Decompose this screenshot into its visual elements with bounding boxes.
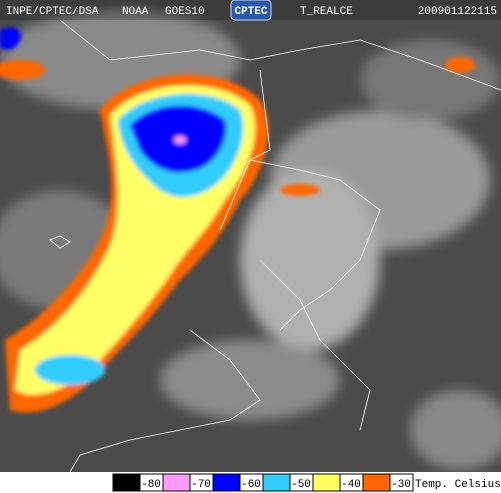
legend-label: -50 <box>291 479 311 491</box>
logo-box <box>230 0 272 21</box>
coastlines <box>49 19 501 473</box>
legend-label: -60 <box>241 479 261 491</box>
legend-swatch <box>262 473 291 492</box>
legend-swatch <box>312 473 341 492</box>
timestamp: 200901122115 <box>418 6 497 18</box>
legend-swatch <box>212 473 241 492</box>
logo: CPTEC <box>234 6 267 18</box>
source: NOAA <box>122 6 149 18</box>
satellite: GOES10 <box>165 6 205 18</box>
legend: -80 -70 -60 -50 -40 -30 Temp. Celsius <box>112 473 501 492</box>
legend-title: Temp. Celsius <box>415 479 501 491</box>
legend-swatch <box>112 473 141 492</box>
cold-tops <box>0 27 475 413</box>
legend-label: -40 <box>341 479 361 491</box>
legend-label: -30 <box>391 479 411 491</box>
product: T_REALCE <box>300 6 353 18</box>
legend-swatch <box>162 473 191 492</box>
legend-label-box <box>389 473 414 492</box>
legend-label: -70 <box>191 479 211 491</box>
agency: INPE/CPTEC/DSA <box>6 6 99 18</box>
legend-label: -80 <box>141 479 161 491</box>
legend-swatch <box>362 473 391 492</box>
